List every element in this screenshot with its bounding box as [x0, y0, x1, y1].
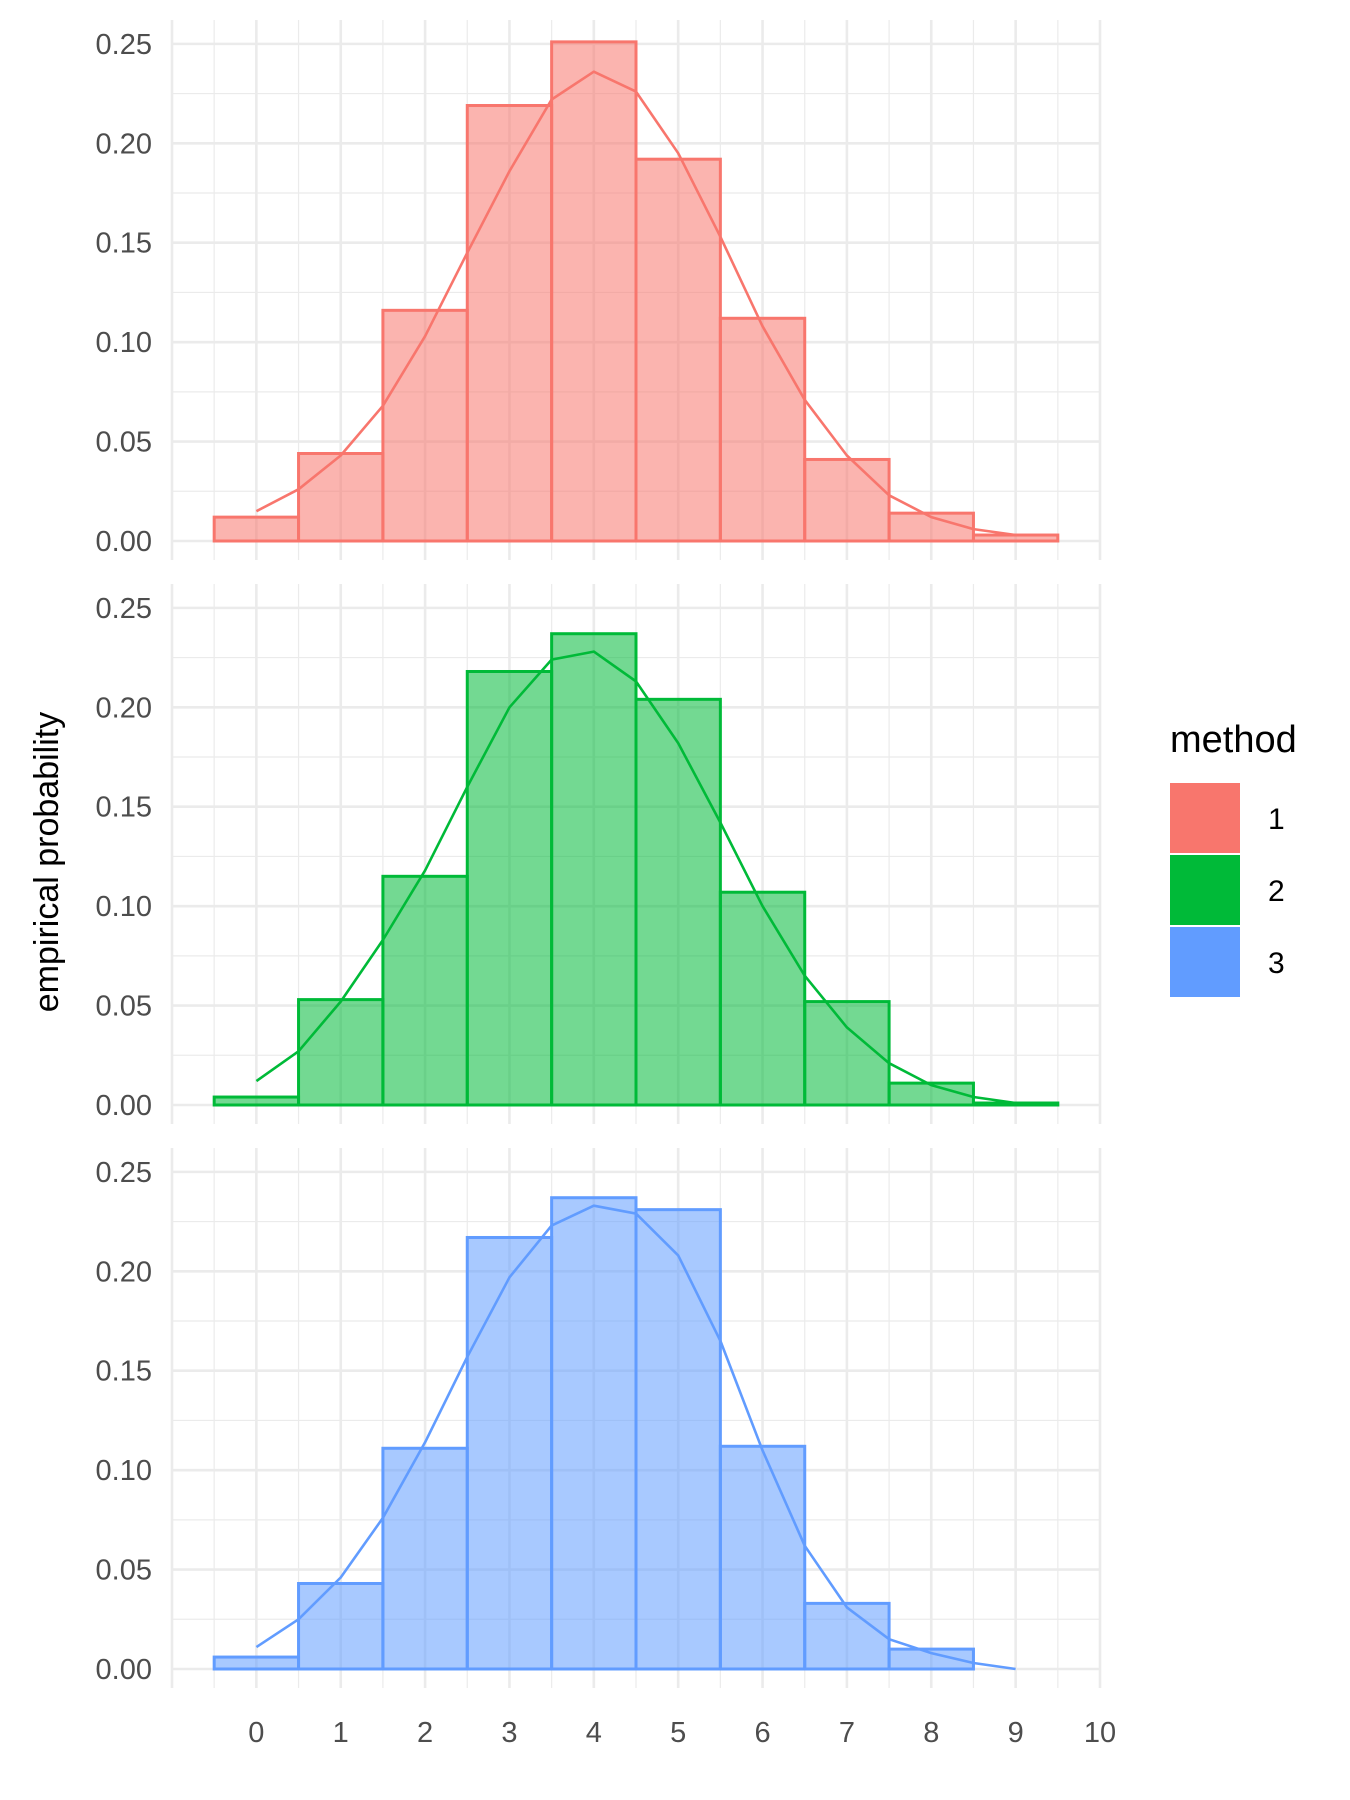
histogram-bar	[803, 1601, 891, 1671]
histogram-bar	[971, 533, 1060, 543]
histogram-bar	[297, 452, 385, 543]
histogram-bar	[381, 308, 469, 543]
x-tick-label: 7	[839, 1717, 855, 1749]
y-tick-label: 0.05	[96, 1555, 152, 1587]
x-tick-label: 6	[754, 1717, 770, 1749]
density-curve	[255, 1204, 1016, 1671]
x-axis: 0 1 2 3 4 5 6 7 8 9 10	[248, 1717, 1116, 1749]
y-tick-label: 0.20	[96, 692, 152, 724]
y-tick-label: 0.25	[96, 29, 152, 61]
histogram-bar	[887, 1081, 975, 1107]
histogram-bar	[465, 104, 554, 543]
histogram-bar	[887, 1647, 975, 1671]
histogram-bar	[718, 1444, 807, 1671]
x-tick-label: 2	[417, 1717, 433, 1749]
y-tick-label: 0.15	[96, 228, 152, 260]
histogram-bar	[381, 874, 469, 1107]
x-tick-label: 9	[1008, 1717, 1024, 1749]
histogram-bar	[550, 40, 638, 543]
density-curve	[255, 650, 1016, 1105]
histogram-bar	[381, 1446, 469, 1671]
histogram-bar	[803, 457, 891, 543]
legend-label-2: 2	[1268, 875, 1285, 908]
facet-panel-2: 0.00 0.05 0.10 0.15 0.20 0.25	[96, 584, 1102, 1124]
histogram-bar	[297, 998, 385, 1107]
legend-title: method	[1170, 719, 1297, 761]
histogram-bar	[718, 316, 807, 543]
x-tick-label: 4	[586, 1717, 602, 1749]
y-axis-title: empirical probability	[28, 712, 66, 1012]
histogram-bar	[550, 1196, 638, 1671]
histogram-bar	[803, 1000, 891, 1107]
histogram-bar	[634, 697, 722, 1107]
x-tick-label: 3	[501, 1717, 517, 1749]
histogram-bar	[212, 1095, 301, 1107]
y-tick-label: 0.00	[96, 1654, 152, 1686]
legend-swatch-2	[1170, 855, 1240, 925]
y-tick-label: 0.25	[96, 593, 152, 625]
histogram-bar	[718, 890, 807, 1107]
facet-panel-1: 0.00 0.05 0.10 0.15 0.20 0.25	[96, 20, 1102, 560]
histogram-bar	[971, 1101, 1060, 1107]
x-tick-label: 0	[248, 1717, 264, 1749]
facet-panels: 0.00 0.05 0.10 0.15 0.20 0.25 0.00 0.05 0.10 0.15…	[96, 20, 1102, 1688]
y-tick-label: 0.05	[96, 427, 152, 459]
y-tick-label: 0.10	[96, 1455, 152, 1487]
y-tick-label: 0.15	[96, 1356, 152, 1388]
legend-swatch-1	[1170, 783, 1240, 853]
density-curve	[255, 70, 1016, 537]
histogram-bar	[212, 1655, 301, 1671]
y-tick-label: 0.20	[96, 1256, 152, 1288]
histogram-bar	[297, 1581, 385, 1671]
legend-label-3: 3	[1268, 947, 1285, 980]
histogram-bar	[465, 1235, 554, 1671]
x-tick-label: 8	[923, 1717, 939, 1749]
y-tick-label: 0.05	[96, 991, 152, 1023]
histogram-bar	[634, 1208, 722, 1671]
facet-panel-3: 0.00 0.05 0.10 0.15 0.20 0.25	[96, 1148, 1102, 1688]
legend: method 1 2 3	[1170, 719, 1297, 997]
y-tick-label: 0.10	[96, 891, 152, 923]
y-tick-label: 0.00	[96, 1090, 152, 1122]
y-tick-label: 0.10	[96, 327, 152, 359]
legend-swatch-3	[1170, 927, 1240, 997]
x-tick-label: 10	[1084, 1717, 1116, 1749]
histogram-bar	[465, 669, 554, 1107]
histogram-bar	[550, 632, 638, 1107]
y-tick-label: 0.25	[96, 1157, 152, 1189]
legend-label-1: 1	[1268, 803, 1285, 836]
x-tick-label: 1	[333, 1717, 349, 1749]
y-tick-label: 0.20	[96, 128, 152, 160]
x-tick-label: 5	[670, 1717, 686, 1749]
histogram-bar	[212, 515, 301, 543]
y-tick-label: 0.15	[96, 792, 152, 824]
y-tick-label: 0.00	[96, 526, 152, 558]
histogram-bar	[634, 157, 722, 543]
